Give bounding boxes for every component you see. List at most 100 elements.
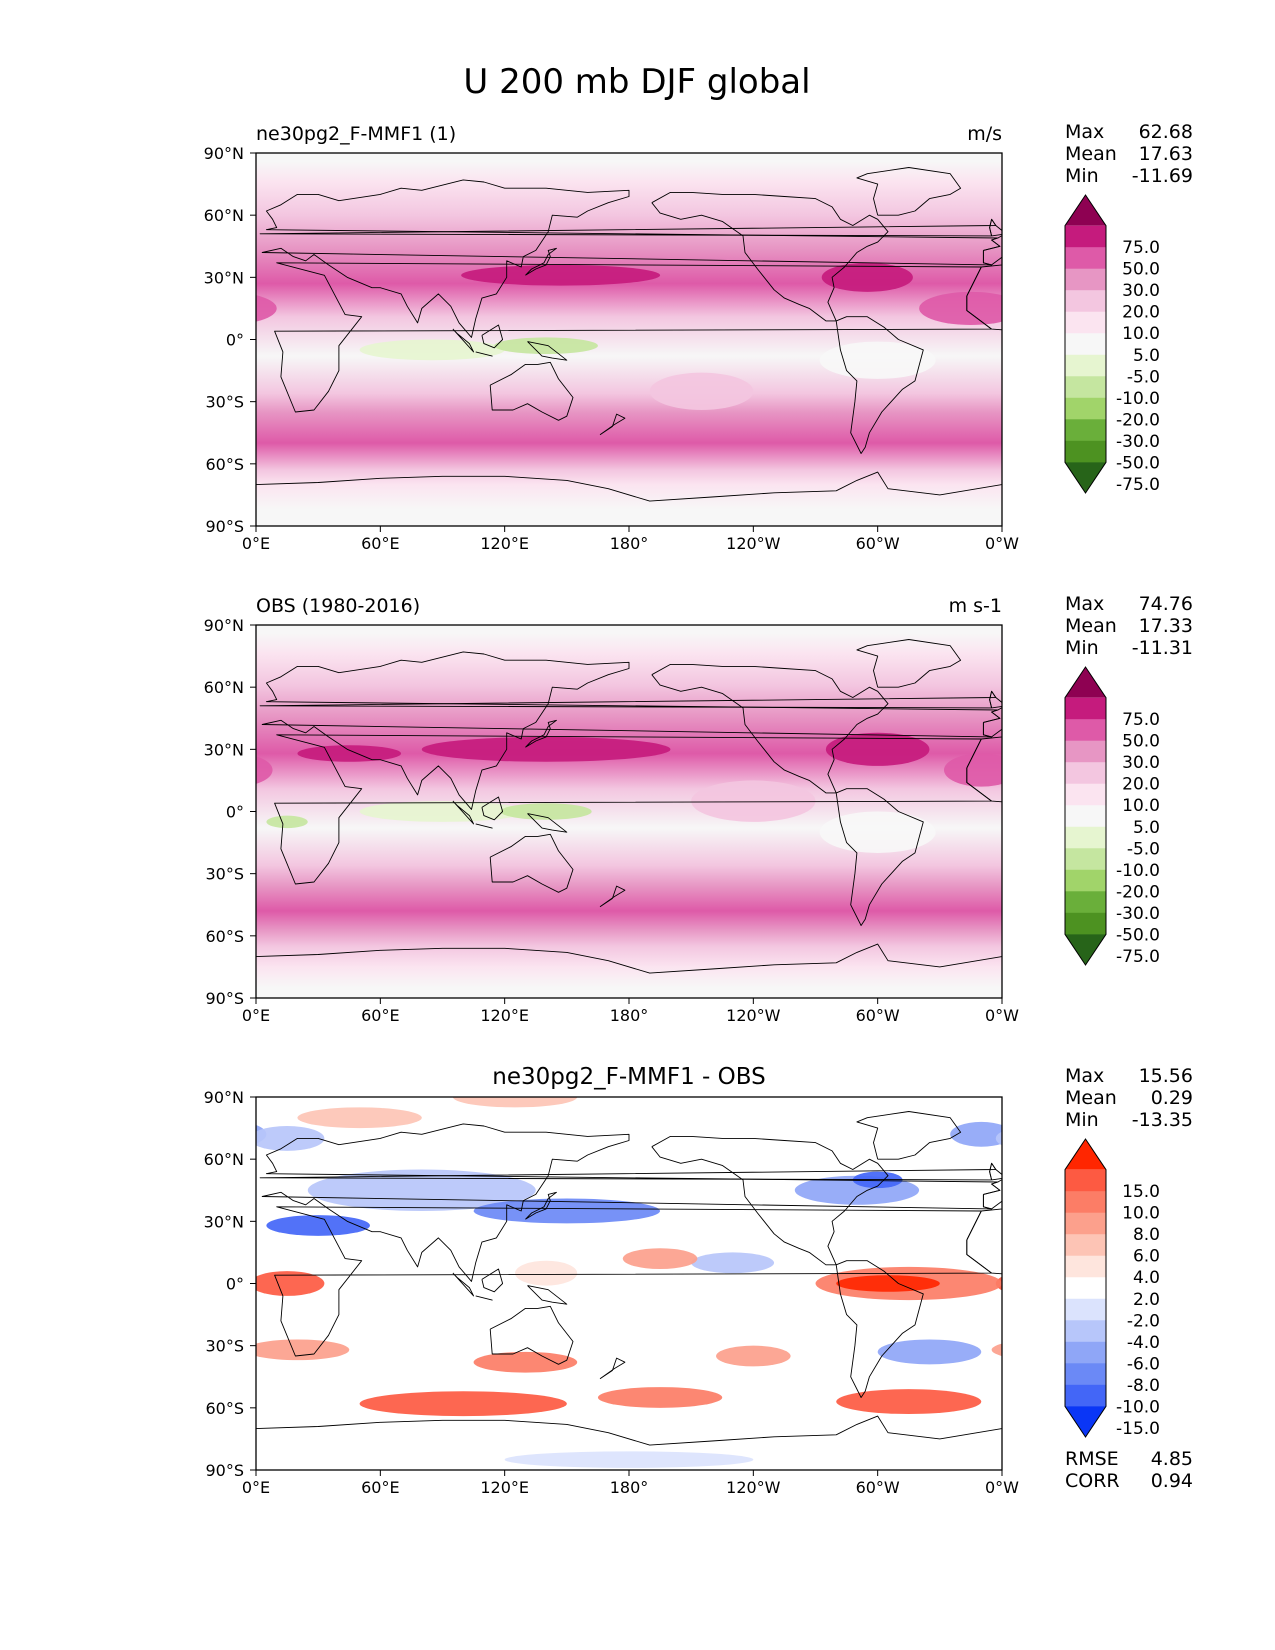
colorbar-segment (1065, 869, 1106, 892)
y-tick-label: 30°S (205, 393, 244, 412)
field-feature (359, 339, 505, 361)
coastline (274, 262, 993, 413)
colorbar: 75.050.030.020.010.05.0-5.0-10.0-20.0-30… (1064, 666, 1160, 967)
stat-label: Min (1065, 1109, 1099, 1131)
field-feature (716, 1345, 791, 1367)
colorbar-outline (1064, 194, 1107, 494)
colorbar: 15.010.08.06.04.02.0-2.0-4.0-6.0-8.0-10.… (1064, 1138, 1160, 1439)
field-feature (597, 1387, 723, 1408)
stat-value: 62.68 (1139, 121, 1193, 143)
panel-title-left: OBS (1980-2016) (256, 595, 420, 617)
field-feature (504, 1451, 754, 1468)
coastline (599, 1357, 626, 1380)
colorbar-segment (1065, 1212, 1106, 1235)
coastline (835, 316, 924, 454)
colorbar-segment (1065, 268, 1106, 291)
field-feature (821, 262, 913, 292)
panel-title-left: ne30pg2_F-MMF1 (1) (256, 123, 456, 145)
coastline (525, 719, 557, 748)
x-tick-label: 0°E (242, 1006, 270, 1025)
x-tick-label: 180° (610, 534, 649, 553)
colorbar-segment (1065, 376, 1106, 399)
y-tick-label: 60°S (205, 1399, 244, 1418)
colorbar-segment (1065, 440, 1106, 463)
coastline (481, 1268, 504, 1293)
colorbar-label: -10.0 (1116, 861, 1160, 881)
x-tick-label: 60°W (856, 534, 900, 553)
field-feature (943, 753, 1002, 787)
coastline (525, 1191, 557, 1220)
coastline (651, 191, 889, 322)
colorbar-segment (1065, 419, 1106, 442)
colorbar-extend-max (1065, 1139, 1106, 1170)
coastline (261, 1123, 1001, 1282)
coastline (452, 800, 475, 825)
field-feature (256, 756, 273, 784)
coastline (989, 1162, 1002, 1181)
colorbar-segment (1065, 333, 1106, 356)
colorbar-segment (1065, 826, 1106, 849)
coastline (489, 833, 574, 893)
field-feature (819, 811, 936, 853)
colorbar-label: 6.0 (1133, 1247, 1160, 1267)
y-tick-label: 90°S (205, 517, 244, 536)
field-feature (819, 341, 936, 379)
field-feature (691, 780, 816, 822)
metric-value: 0.94 (1151, 1470, 1193, 1492)
y-tick-label: 0° (226, 331, 244, 350)
colorbar-label: -30.0 (1116, 904, 1160, 924)
field-feature (825, 732, 930, 766)
colorbar-label: -10.0 (1116, 389, 1160, 409)
metric-label: RMSE (1065, 1448, 1119, 1470)
colorbar-segment (1065, 397, 1106, 420)
coastline (481, 796, 504, 821)
colorbar-label: 20.0 (1122, 303, 1160, 323)
stat-value: -11.31 (1132, 637, 1193, 659)
x-tick-label: 120°W (726, 1006, 781, 1025)
panel-title: ne30pg2_F-MMF1 - OBS (492, 1064, 765, 1090)
colorbar-outline (1064, 1138, 1107, 1438)
colorbar-segment (1065, 719, 1106, 742)
colorbar-extend-max (1065, 195, 1106, 226)
coastline (256, 1415, 1002, 1446)
colorbar-segment (1065, 1298, 1106, 1321)
stat-label: Max (1065, 121, 1104, 143)
colorbar-label: 2.0 (1133, 1290, 1160, 1310)
colorbar-label: 15.0 (1122, 1182, 1160, 1202)
colorbar-label: 10.0 (1122, 796, 1160, 816)
field-feature (515, 1260, 578, 1286)
colorbar-segment (1065, 311, 1106, 334)
coastline (475, 1295, 493, 1301)
colorbar-label: -75.0 (1116, 475, 1160, 495)
field-feature (919, 291, 1002, 325)
field-feature (76, 263, 167, 292)
panel-title-right: m s-1 (949, 595, 1002, 617)
y-tick-label: 60°S (205, 455, 244, 474)
coastline (651, 1135, 889, 1266)
field-feature (107, 1172, 157, 1189)
colorbar-label: -50.0 (1116, 453, 1160, 473)
field-feature (1168, 737, 1275, 762)
figure-title: U 200 mb DJF global (463, 62, 810, 102)
coastline (261, 179, 1001, 338)
colorbar-label: -4.0 (1127, 1333, 1160, 1353)
colorbar-segment (1065, 1277, 1106, 1300)
stat-value: 74.76 (1139, 593, 1193, 615)
colorbar-extend-max (1065, 667, 1106, 698)
field-feature (359, 1391, 567, 1417)
map-panel-difference: 0°E 60°E 120°E 180° 120°W 60°W 0°W 90°N 60°N 30°N… (107, 1064, 1193, 1497)
coastline (256, 471, 1002, 502)
colorbar-label: -50.0 (1116, 925, 1160, 945)
coastlines (256, 167, 1002, 502)
field-feature (74, 812, 190, 853)
field-feature (0, 780, 70, 821)
x-tick-label: 60°E (361, 534, 399, 553)
field-feature (1012, 816, 1053, 828)
stat-value: 15.56 (1139, 1065, 1193, 1087)
coastline (481, 324, 504, 349)
colorbar-segment (1065, 1341, 1106, 1364)
x-tick-label: 120°W (726, 534, 781, 553)
field-feature (622, 1248, 698, 1269)
colorbar-extend-min (1065, 934, 1106, 965)
coastline (452, 328, 475, 353)
